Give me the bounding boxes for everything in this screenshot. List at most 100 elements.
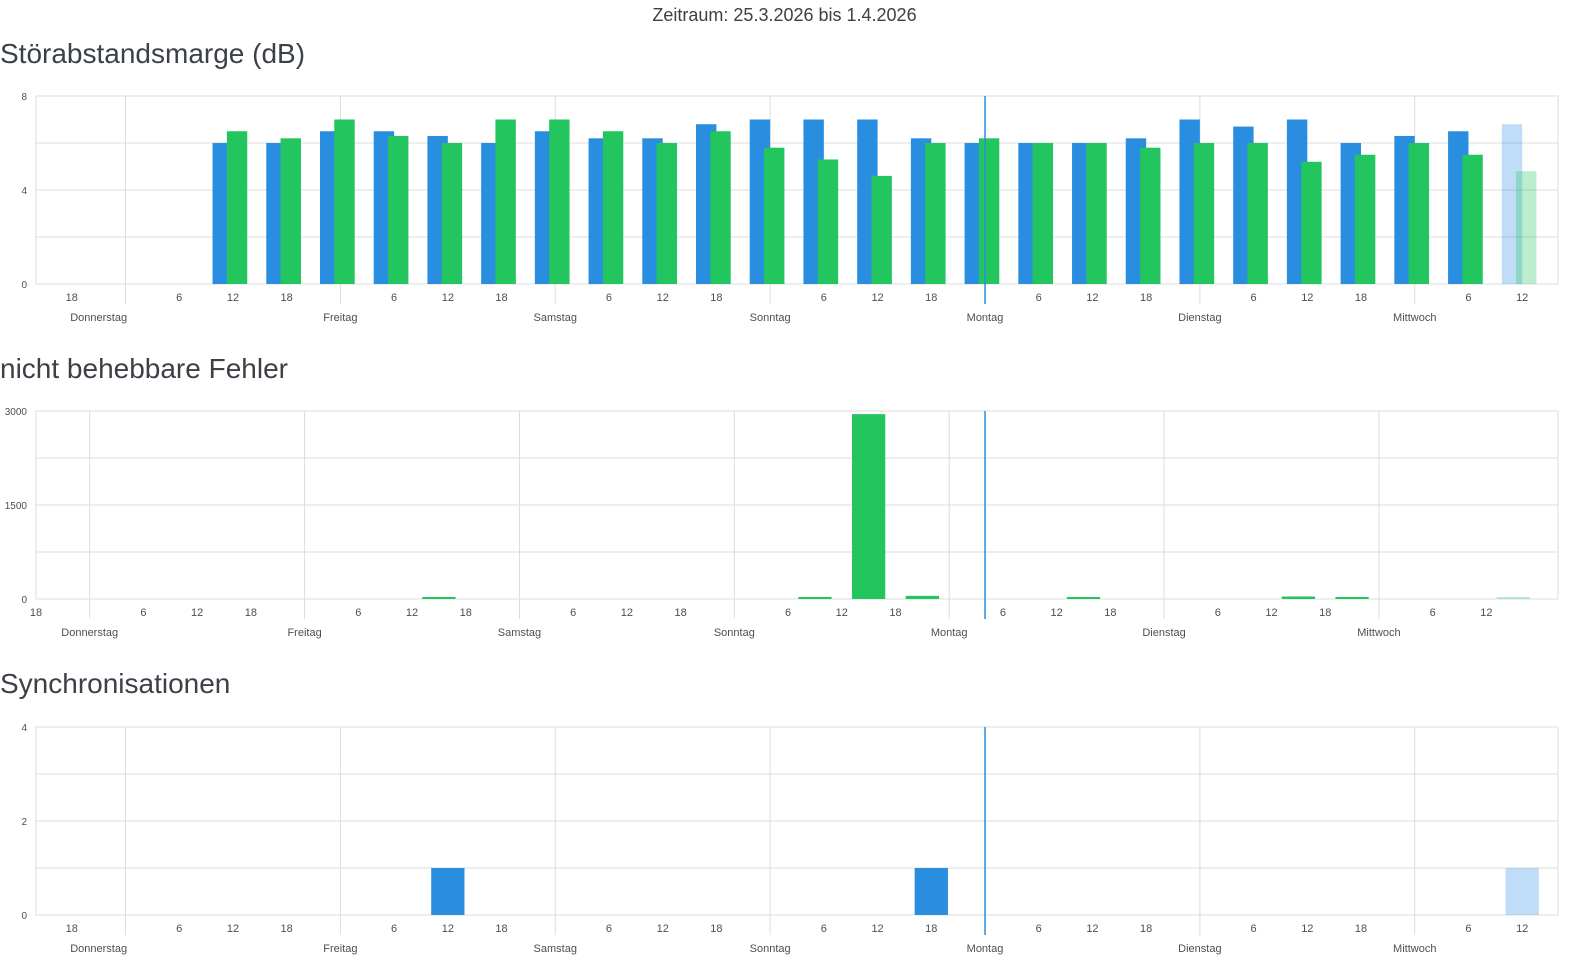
day-label: Freitag (323, 943, 357, 955)
upstream-bar (978, 138, 1000, 284)
x-tick-label: 12 (1516, 292, 1528, 304)
day-label: Freitag (287, 627, 321, 639)
upstream-bar (925, 143, 946, 284)
upstream-bar (1516, 171, 1537, 284)
x-tick-label: 18 (495, 292, 507, 304)
day-label: Dienstag (1142, 627, 1185, 639)
x-tick-label: 18 (1140, 923, 1152, 935)
x-tick-label: 6 (1465, 292, 1471, 304)
day-label: Sonntag (750, 312, 791, 324)
upstream-bar (710, 131, 731, 284)
x-tick-label: 6 (821, 292, 827, 304)
upstream-bar (1086, 143, 1107, 284)
upstream-bar (602, 131, 624, 284)
x-tick-label: 12 (1086, 292, 1098, 304)
upstream-bar (1066, 597, 1101, 599)
period-label: Zeitraum: 25.3.2026 bis 1.4.2026 (652, 5, 917, 25)
upstream-bar (1408, 143, 1430, 284)
day-label: Donnerstag (70, 943, 127, 955)
x-tick-label: 6 (821, 923, 827, 935)
upstream-bar (549, 119, 570, 284)
x-tick-label: 12 (1301, 292, 1313, 304)
upstream-bar (798, 597, 832, 599)
x-tick-label: 6 (176, 292, 182, 304)
x-tick-label: 18 (1104, 607, 1116, 619)
upstream-bar (656, 143, 677, 284)
x-tick-label: 6 (176, 923, 182, 935)
day-label: Mittwoch (1357, 627, 1400, 639)
y-tick-label: 4 (21, 186, 27, 197)
x-tick-label: 18 (66, 923, 78, 935)
y-tick-label: 1500 (5, 501, 28, 512)
upstream-bar (422, 597, 456, 599)
y-tick-label: 2 (21, 817, 27, 828)
x-tick-label: 6 (355, 607, 361, 619)
x-tick-label: 18 (66, 292, 78, 304)
upstream-bar (1140, 147, 1161, 284)
plot-frame (35, 95, 1559, 285)
x-tick-label: 12 (191, 607, 203, 619)
day-label: Montag (967, 943, 1004, 955)
x-tick-label: 18 (925, 923, 937, 935)
x-tick-label: 18 (1319, 607, 1331, 619)
x-tick-label: 12 (442, 292, 454, 304)
day-label: Sonntag (750, 943, 791, 955)
day-label: Mittwoch (1393, 943, 1436, 955)
x-tick-label: 18 (281, 292, 293, 304)
x-tick-label: 18 (1140, 292, 1152, 304)
upstream-bar (1462, 154, 1483, 284)
x-tick-label: 6 (1000, 607, 1006, 619)
y-tick-label: 0 (21, 911, 27, 922)
upstream-bar (1496, 597, 1530, 599)
x-tick-label: 18 (30, 607, 42, 619)
x-tick-label: 18 (889, 607, 901, 619)
y-tick-label: 0 (21, 595, 27, 606)
snr-chart-title: Störabstandsmarge (dB) (0, 38, 306, 69)
x-tick-label: 6 (606, 923, 612, 935)
x-tick-label: 12 (1301, 923, 1313, 935)
x-tick-label: 12 (406, 607, 418, 619)
upstream-bar (1335, 597, 1369, 599)
upstream-bar (1193, 143, 1215, 284)
upstream-bar (441, 143, 463, 284)
upstream-bar (226, 131, 248, 284)
x-tick-label: 18 (1355, 923, 1367, 935)
x-tick-label: 18 (495, 923, 507, 935)
downstream-bar (1505, 868, 1539, 915)
x-tick-label: 6 (1251, 923, 1257, 935)
y-tick-label: 4 (21, 723, 27, 734)
x-tick-label: 18 (281, 923, 293, 935)
x-tick-label: 12 (1086, 923, 1098, 935)
x-tick-label: 6 (391, 292, 397, 304)
x-tick-label: 12 (871, 923, 883, 935)
x-tick-label: 12 (621, 607, 633, 619)
x-tick-label: 12 (1265, 607, 1277, 619)
upstream-bar (1301, 161, 1322, 284)
x-tick-label: 18 (245, 607, 257, 619)
upstream-bar (905, 595, 939, 599)
x-tick-label: 6 (1036, 923, 1042, 935)
x-tick-label: 12 (871, 292, 883, 304)
y-tick-label: 3000 (5, 407, 28, 418)
upstream-bar (871, 175, 892, 284)
downstream-bar (1501, 124, 1523, 284)
x-tick-label: 6 (606, 292, 612, 304)
sync-chart: 0 2 4 18 6 12 18 6 12 18 6 12 18 6 12 18 6 12 18 6 12 18 6 12 Do… (21, 723, 1559, 955)
x-tick-label: 6 (1215, 607, 1221, 619)
y-tick-label: 8 (21, 92, 27, 103)
x-tick-label: 6 (1430, 607, 1436, 619)
day-label: Montag (931, 627, 968, 639)
x-tick-label: 6 (391, 923, 397, 935)
x-tick-label: 6 (1251, 292, 1257, 304)
x-tick-label: 18 (710, 292, 722, 304)
x-tick-label: 12 (442, 923, 454, 935)
x-tick-label: 6 (1036, 292, 1042, 304)
upstream-bar (495, 119, 516, 284)
day-label: Mittwoch (1393, 312, 1436, 324)
snr-chart: 0 4 8 18 6 12 18 6 12 18 6 12 18 6 12 18 6 12 18 6 12 18 6 12 Do… (21, 92, 1559, 324)
x-tick-label: 12 (1516, 923, 1528, 935)
x-tick-label: 12 (227, 923, 239, 935)
upstream-bar (1354, 154, 1376, 284)
day-label: Samstag (498, 627, 541, 639)
x-tick-label: 6 (140, 607, 146, 619)
